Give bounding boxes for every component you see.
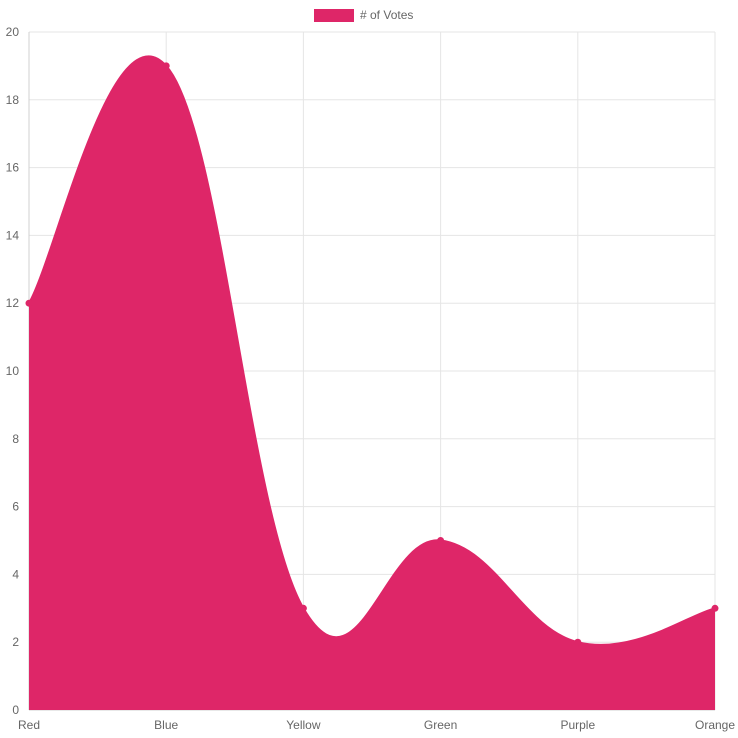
legend-swatch[interactable] [314, 9, 354, 22]
x-tick-label: Blue [154, 718, 178, 732]
y-tick-label: 12 [6, 296, 20, 310]
x-tick-label: Green [424, 718, 457, 732]
data-point-purple[interactable] [574, 638, 582, 646]
x-tick-label: Purple [560, 718, 595, 732]
data-point-red[interactable] [25, 299, 33, 307]
y-tick-label: 18 [6, 93, 20, 107]
series-area-fill [29, 56, 715, 711]
y-tick-label: 8 [12, 432, 19, 446]
data-point-yellow[interactable] [299, 604, 307, 612]
series-line [28, 55, 716, 646]
y-axis-ticks: 0 2 4 6 8 10 12 14 16 18 20 [6, 25, 20, 717]
y-tick-label: 6 [12, 500, 19, 514]
data-point-green[interactable] [437, 537, 445, 544]
legend-label[interactable]: # of Votes [360, 8, 413, 22]
series-area-layer [28, 55, 716, 711]
y-tick-label: 0 [12, 703, 19, 717]
x-tick-label: Yellow [286, 718, 321, 732]
data-point-blue[interactable] [162, 62, 170, 70]
y-tick-label: 2 [12, 635, 19, 649]
y-tick-label: 4 [12, 567, 19, 581]
x-tick-label: Red [18, 718, 40, 732]
data-points [25, 62, 719, 646]
x-tick-label: Orange [695, 718, 735, 732]
data-point-orange[interactable] [711, 604, 719, 612]
y-tick-label: 20 [6, 25, 20, 39]
y-tick-label: 16 [6, 161, 20, 175]
x-axis-ticks: Red Blue Yellow Green Purple Orange [18, 718, 735, 732]
y-tick-label: 14 [6, 228, 20, 242]
legend[interactable]: # of Votes [314, 8, 413, 22]
y-tick-label: 10 [6, 364, 20, 378]
